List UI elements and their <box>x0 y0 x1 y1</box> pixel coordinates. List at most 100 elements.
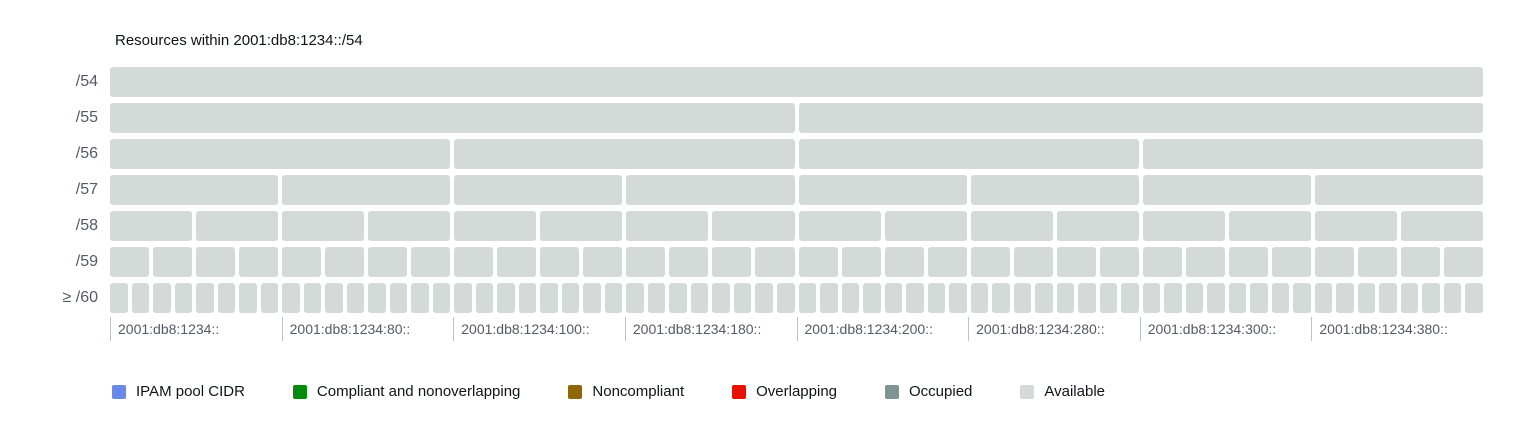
cidr-block[interactable] <box>325 283 343 313</box>
cidr-block[interactable] <box>454 139 795 169</box>
cidr-block[interactable] <box>1271 247 1311 277</box>
cidr-block[interactable] <box>432 283 451 313</box>
cidr-block[interactable] <box>1443 283 1462 313</box>
cidr-block[interactable] <box>927 247 967 277</box>
cidr-block[interactable] <box>1314 175 1483 205</box>
cidr-block[interactable] <box>303 283 322 313</box>
cidr-block[interactable] <box>1400 211 1483 241</box>
cidr-block[interactable] <box>196 283 214 313</box>
cidr-block[interactable] <box>1336 283 1354 313</box>
cidr-block[interactable] <box>820 283 838 313</box>
cidr-block[interactable] <box>733 283 752 313</box>
cidr-block[interactable] <box>1185 247 1225 277</box>
cidr-block[interactable] <box>583 283 601 313</box>
cidr-block[interactable] <box>153 283 171 313</box>
cidr-block[interactable] <box>647 283 666 313</box>
cidr-block[interactable] <box>1422 283 1440 313</box>
cidr-block[interactable] <box>1142 247 1182 277</box>
cidr-block[interactable] <box>110 175 279 205</box>
cidr-block[interactable] <box>454 175 623 205</box>
cidr-block[interactable] <box>1056 247 1096 277</box>
cidr-block[interactable] <box>454 211 537 241</box>
cidr-block[interactable] <box>755 247 795 277</box>
cidr-block[interactable] <box>626 247 666 277</box>
cidr-block[interactable] <box>110 247 150 277</box>
cidr-block[interactable] <box>1465 283 1483 313</box>
cidr-block[interactable] <box>110 139 451 169</box>
cidr-block[interactable] <box>260 283 279 313</box>
cidr-block[interactable] <box>798 139 1139 169</box>
cidr-block[interactable] <box>368 211 451 241</box>
cidr-block[interactable] <box>755 283 773 313</box>
cidr-block[interactable] <box>1078 283 1096 313</box>
cidr-block[interactable] <box>1314 247 1354 277</box>
cidr-block[interactable] <box>690 283 709 313</box>
cidr-block[interactable] <box>454 247 494 277</box>
cidr-block[interactable] <box>217 283 236 313</box>
cidr-block[interactable] <box>411 283 429 313</box>
cidr-block[interactable] <box>626 211 709 241</box>
cidr-block[interactable] <box>1142 283 1161 313</box>
cidr-block[interactable] <box>282 175 451 205</box>
cidr-block[interactable] <box>1357 247 1397 277</box>
cidr-block[interactable] <box>712 283 730 313</box>
cidr-block[interactable] <box>110 211 193 241</box>
cidr-block[interactable] <box>906 283 924 313</box>
cidr-block[interactable] <box>282 211 365 241</box>
cidr-block[interactable] <box>1035 283 1053 313</box>
cidr-block[interactable] <box>1013 283 1032 313</box>
cidr-block[interactable] <box>970 175 1139 205</box>
cidr-block[interactable] <box>1185 283 1204 313</box>
cidr-block[interactable] <box>1400 247 1440 277</box>
cidr-block[interactable] <box>841 247 881 277</box>
cidr-block[interactable] <box>368 247 408 277</box>
cidr-block[interactable] <box>970 283 989 313</box>
cidr-block[interactable] <box>798 103 1483 133</box>
cidr-block[interactable] <box>325 247 365 277</box>
cidr-block[interactable] <box>1443 247 1483 277</box>
cidr-block[interactable] <box>518 283 537 313</box>
cidr-block[interactable] <box>540 283 558 313</box>
cidr-block[interactable] <box>561 283 580 313</box>
cidr-block[interactable] <box>497 247 537 277</box>
cidr-block[interactable] <box>1228 211 1311 241</box>
cidr-block[interactable] <box>1314 283 1333 313</box>
cidr-block[interactable] <box>1056 283 1075 313</box>
cidr-block[interactable] <box>798 211 881 241</box>
cidr-block[interactable] <box>669 283 687 313</box>
cidr-block[interactable] <box>540 211 623 241</box>
cidr-block[interactable] <box>282 247 322 277</box>
cidr-block[interactable] <box>368 283 386 313</box>
cidr-block[interactable] <box>110 103 795 133</box>
cidr-block[interactable] <box>669 247 709 277</box>
cidr-block[interactable] <box>626 283 644 313</box>
cidr-block[interactable] <box>1164 283 1182 313</box>
cidr-block[interactable] <box>346 283 365 313</box>
cidr-block[interactable] <box>970 211 1053 241</box>
cidr-block[interactable] <box>604 283 623 313</box>
cidr-block[interactable] <box>389 283 408 313</box>
cidr-block[interactable] <box>110 283 128 313</box>
cidr-block[interactable] <box>1207 283 1225 313</box>
cidr-block[interactable] <box>712 211 795 241</box>
cidr-block[interactable] <box>110 67 1483 97</box>
cidr-block[interactable] <box>454 283 472 313</box>
cidr-block[interactable] <box>1250 283 1268 313</box>
cidr-block[interactable] <box>1314 211 1397 241</box>
cidr-block[interactable] <box>1099 247 1139 277</box>
cidr-block[interactable] <box>583 247 623 277</box>
cidr-block[interactable] <box>1228 247 1268 277</box>
cidr-block[interactable] <box>884 283 903 313</box>
cidr-block[interactable] <box>949 283 967 313</box>
cidr-block[interactable] <box>884 247 924 277</box>
cidr-block[interactable] <box>1142 175 1311 205</box>
cidr-block[interactable] <box>863 283 881 313</box>
cidr-block[interactable] <box>884 211 967 241</box>
cidr-block[interactable] <box>1271 283 1290 313</box>
cidr-block[interactable] <box>626 175 795 205</box>
cidr-block[interactable] <box>497 283 515 313</box>
cidr-block[interactable] <box>798 175 967 205</box>
cidr-block[interactable] <box>1013 247 1053 277</box>
cidr-block[interactable] <box>798 247 838 277</box>
cidr-block[interactable] <box>239 247 279 277</box>
